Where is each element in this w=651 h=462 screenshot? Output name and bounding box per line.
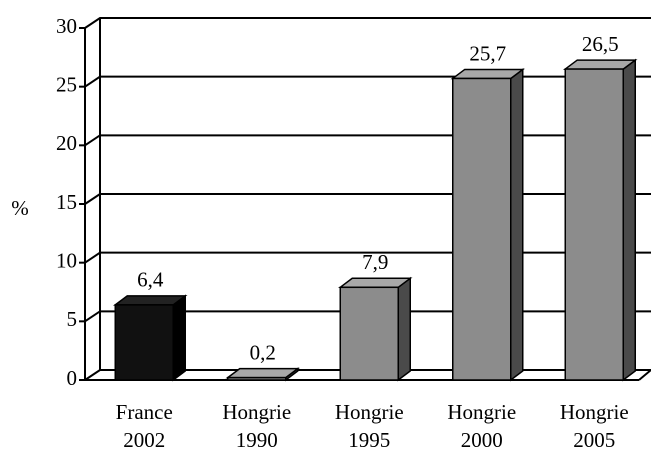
bar-top [225,367,300,379]
bar-top [563,59,638,70]
y-tick-label: 5 [67,307,78,331]
y-axis-label: % [11,196,29,220]
bar-top [113,295,188,306]
value-label: 7,9 [362,250,388,274]
y-tick-label: 20 [56,131,77,155]
floor-right [638,369,651,381]
bar [339,286,399,381]
bar [564,68,624,381]
value-label: 6,4 [137,268,164,292]
y-tick-label: 25 [56,72,77,96]
bar [452,77,512,381]
x-tick-label: Hongrie 2000 [447,400,517,452]
x-tick-label: Hongrie 1990 [222,400,292,452]
value-label: 25,7 [469,41,506,65]
bar [114,304,174,381]
bar [227,376,287,381]
grid-line [84,17,651,29]
y-tick-label: 30 [56,14,77,38]
y-tick-label: 15 [56,190,77,214]
value-label: 0,2 [250,340,276,364]
bar-side [622,58,636,382]
bar-top [450,68,525,80]
bar-side [510,67,524,382]
bar-side [397,276,411,382]
value-label: 26,5 [582,32,619,56]
x-tick-label: Hongrie 1995 [334,400,404,452]
x-tick-label: France 2002 [115,400,173,452]
bar-side [172,294,186,382]
x-tick-label: Hongrie 2005 [559,400,629,452]
y-tick-label: 10 [56,248,77,272]
bar-top [338,277,413,289]
y-tick-label: 0 [67,366,78,390]
